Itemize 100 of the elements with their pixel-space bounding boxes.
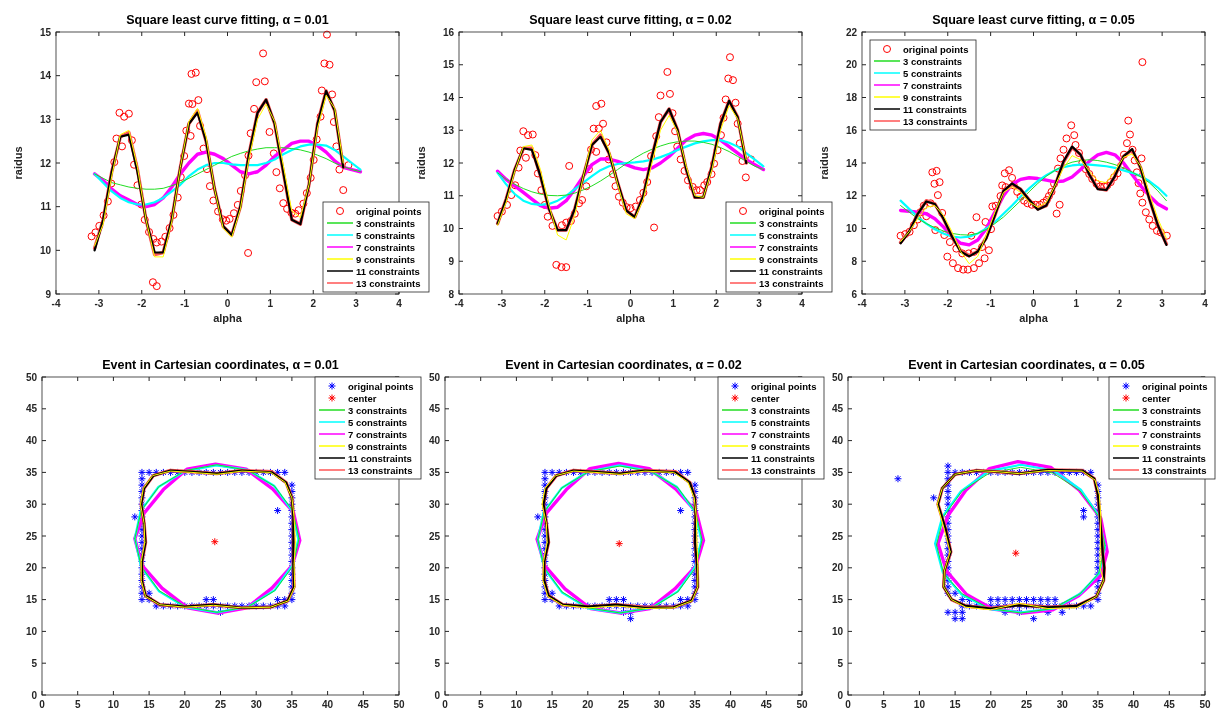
x-tick-label: 20 (179, 699, 191, 710)
x-axis-title: alpha (1019, 312, 1049, 324)
x-tick-label: 35 (689, 699, 701, 710)
y-tick-label: 20 (845, 59, 858, 71)
y-tick-label: 0 (434, 689, 441, 701)
x-tick-label: 20 (985, 699, 997, 710)
legend-label: 7 constraints (1142, 428, 1202, 440)
y-tick-label: 9 (45, 288, 52, 300)
legend-label: 3 constraints (1142, 404, 1202, 416)
y-tick-label: 25 (25, 530, 38, 542)
x-tick-label: 0 (224, 298, 231, 309)
x-tick-label: 50 (1199, 699, 1211, 710)
legend-label: original points (1142, 380, 1208, 392)
x-tick-label: 3 (353, 298, 360, 309)
y-tick-label: 35 (831, 466, 844, 478)
legend-label: 9 constraints (1142, 440, 1202, 452)
legend-label: 5 constraints (356, 229, 416, 241)
y-tick-label: 0 (31, 689, 38, 701)
x-tick-label: 3 (1159, 298, 1166, 309)
x-tick-label: 1 (670, 298, 677, 309)
legend-label: 3 constraints (759, 217, 819, 229)
legend-label: 7 constraints (759, 241, 819, 253)
y-tick-label: 50 (428, 371, 441, 383)
y-tick-label: 35 (428, 466, 441, 478)
y-tick-label: 15 (428, 594, 441, 606)
y-axis-title: raidus (818, 146, 830, 180)
x-axis-title: alpha (213, 312, 243, 324)
chart-title: Square least curve fitting, α = 0.01 (126, 13, 329, 27)
x-tick-label: 20 (582, 699, 594, 710)
y-tick-label: 50 (831, 371, 844, 383)
x-tick-label: 40 (1128, 699, 1140, 710)
x-tick-label: 40 (322, 699, 334, 710)
chart-title: Square least curve fitting, α = 0.02 (529, 13, 732, 27)
x-tick-label: 4 (1202, 298, 1209, 309)
x-tick-label: -3 (497, 298, 507, 309)
legend-label: 7 constraints (348, 428, 408, 440)
legend-label: 7 constraints (903, 79, 963, 91)
x-tick-label: 30 (1056, 699, 1069, 710)
x-tick-label: 2 (1116, 298, 1123, 309)
chart-title: Event in Cartesian coordinates, α = 0.01 (102, 358, 339, 372)
y-tick-label: 13 (442, 124, 455, 136)
x-tick-label: 2 (713, 298, 720, 309)
legend-label: 11 constraints (903, 103, 967, 115)
legend-label: 5 constraints (759, 229, 819, 241)
x-tick-label: -4 (857, 298, 867, 309)
x-tick-label: 50 (796, 699, 808, 710)
legend-label: 13 constraints (903, 115, 968, 127)
y-tick-label: 5 (434, 657, 441, 669)
y-tick-label: 45 (831, 403, 844, 415)
y-tick-label: 9 (448, 255, 455, 267)
legend-label: center (348, 392, 377, 404)
x-tick-label: -1 (583, 298, 593, 309)
x-tick-label: 25 (214, 699, 227, 710)
y-axis-title: raidus (415, 146, 427, 180)
y-tick-label: 12 (845, 190, 858, 202)
y-tick-label: 12 (442, 157, 455, 169)
y-tick-label: 10 (831, 625, 844, 637)
y-tick-label: 15 (442, 59, 455, 71)
legend-label: original points (903, 43, 969, 55)
legend-label: original points (751, 380, 817, 392)
y-tick-label: 11 (443, 190, 455, 202)
x-tick-label: 50 (393, 699, 405, 710)
y-tick-label: 22 (845, 26, 858, 38)
chart-title: Square least curve fitting, α = 0.05 (932, 13, 1135, 27)
legend-label: original points (356, 205, 422, 217)
y-tick-label: 10 (845, 223, 858, 234)
chart-title: Event in Cartesian coordinates, α = 0.02 (505, 358, 742, 372)
legend-label: 11 constraints (356, 265, 420, 277)
y-tick-label: 14 (39, 70, 52, 82)
legend-label: 13 constraints (751, 464, 816, 476)
x-tick-label: 30 (653, 699, 666, 710)
x-tick-label: -2 (540, 298, 550, 309)
x-tick-label: 2 (310, 298, 317, 309)
y-tick-label: 6 (851, 288, 858, 300)
y-tick-label: 10 (442, 223, 455, 234)
y-tick-label: 20 (831, 562, 844, 574)
legend-label: 5 constraints (751, 416, 811, 428)
legend-label: 13 constraints (759, 277, 824, 289)
x-tick-label: 35 (1092, 699, 1104, 710)
x-tick-label: -4 (51, 298, 61, 309)
x-tick-label: 4 (396, 298, 403, 309)
y-tick-label: 14 (845, 157, 858, 169)
x-tick-label: 25 (1020, 699, 1033, 710)
y-tick-label: 18 (845, 92, 858, 103)
y-tick-label: 40 (25, 435, 38, 447)
y-tick-label: 14 (442, 92, 455, 103)
y-tick-label: 45 (428, 403, 441, 415)
legend-label: center (1142, 392, 1171, 404)
x-tick-label: -2 (943, 298, 953, 309)
legend-label: 7 constraints (751, 428, 811, 440)
legend-label: 9 constraints (759, 253, 819, 265)
x-tick-label: 15 (546, 699, 559, 710)
x-tick-label: 4 (799, 298, 806, 309)
x-tick-label: 0 (627, 298, 634, 309)
legend-label: original points (348, 380, 414, 392)
x-tick-label: 25 (617, 699, 630, 710)
y-tick-label: 30 (428, 498, 441, 510)
x-tick-label: -1 (986, 298, 996, 309)
y-tick-label: 16 (442, 26, 455, 38)
legend-label: 5 constraints (348, 416, 408, 428)
